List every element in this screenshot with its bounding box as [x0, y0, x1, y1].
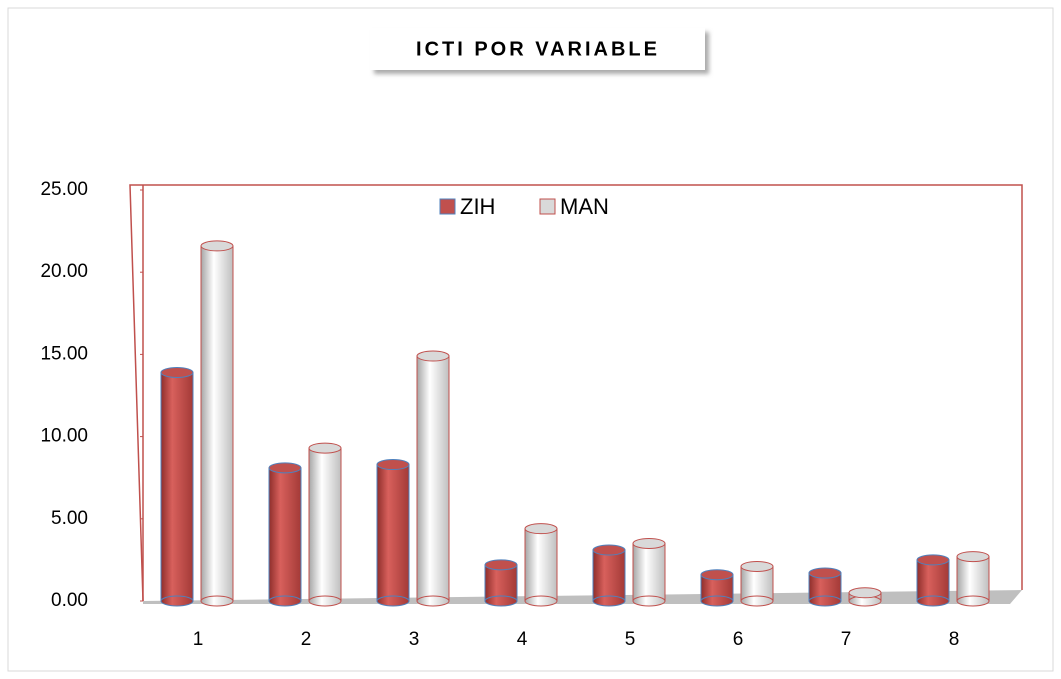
bar-top	[268, 462, 302, 474]
bar-top	[916, 554, 950, 566]
bar-top	[632, 537, 666, 549]
title-box	[370, 28, 705, 70]
y-tick-label: 25.00	[40, 179, 88, 200]
x-tick-label: 7	[841, 629, 852, 650]
bar-base	[200, 595, 234, 607]
legend-label: ZIH	[460, 194, 495, 219]
bar-top	[484, 559, 518, 571]
x-tick-label: 3	[409, 629, 420, 650]
bar-top	[524, 523, 558, 535]
bar-top	[416, 350, 450, 362]
bar-base	[700, 595, 734, 607]
y-tick-label: 10.00	[40, 426, 88, 447]
x-tick-label: 2	[301, 629, 312, 650]
bar	[484, 564, 518, 602]
bar-base	[416, 595, 450, 607]
bar-top	[848, 587, 882, 599]
bar-base	[808, 595, 842, 607]
y-tick-label: 5.00	[51, 508, 88, 529]
bar	[268, 467, 302, 602]
x-tick-label: 6	[733, 629, 744, 650]
bar-top	[200, 240, 234, 252]
bar-base	[160, 595, 194, 607]
bar	[956, 556, 990, 602]
legend-swatch	[439, 198, 456, 215]
bar-base	[308, 595, 342, 607]
bar	[200, 245, 234, 602]
x-tick-label: 4	[517, 629, 528, 650]
bar-top	[308, 442, 342, 454]
bar	[308, 447, 342, 602]
bar-base	[916, 595, 950, 607]
bar-top	[808, 567, 842, 579]
bar	[376, 464, 410, 602]
bar-top	[160, 366, 194, 378]
bar-base	[632, 595, 666, 607]
bar-base	[268, 595, 302, 607]
y-tick-label: 0.00	[51, 590, 88, 611]
y-tick-label: 15.00	[40, 343, 88, 364]
walls	[129, 184, 1023, 602]
bar	[160, 371, 194, 602]
bar-base	[740, 595, 774, 607]
x-tick-label: 1	[193, 629, 204, 650]
bar	[524, 528, 558, 602]
bar	[632, 542, 666, 602]
bar-base	[524, 595, 558, 607]
bar-top	[592, 544, 626, 556]
bar-base	[592, 595, 626, 607]
bar	[916, 559, 950, 602]
bar-top	[740, 560, 774, 572]
back-wall	[129, 184, 1023, 602]
x-tick-label: 5	[625, 629, 636, 650]
y-tick-label: 20.00	[40, 261, 88, 282]
legend-label: MAN	[560, 194, 609, 219]
bar-top	[956, 551, 990, 563]
bar	[592, 549, 626, 602]
bar-base	[376, 595, 410, 607]
bar-top	[376, 459, 410, 471]
legend-swatch	[539, 198, 556, 215]
bar-base	[484, 595, 518, 607]
floor	[143, 590, 1022, 604]
bar	[416, 355, 450, 602]
chart-title: ICTI POR VARIABLE	[416, 38, 660, 60]
x-tick-label: 8	[949, 629, 960, 650]
bar-base	[956, 595, 990, 607]
bar-top	[700, 569, 734, 581]
